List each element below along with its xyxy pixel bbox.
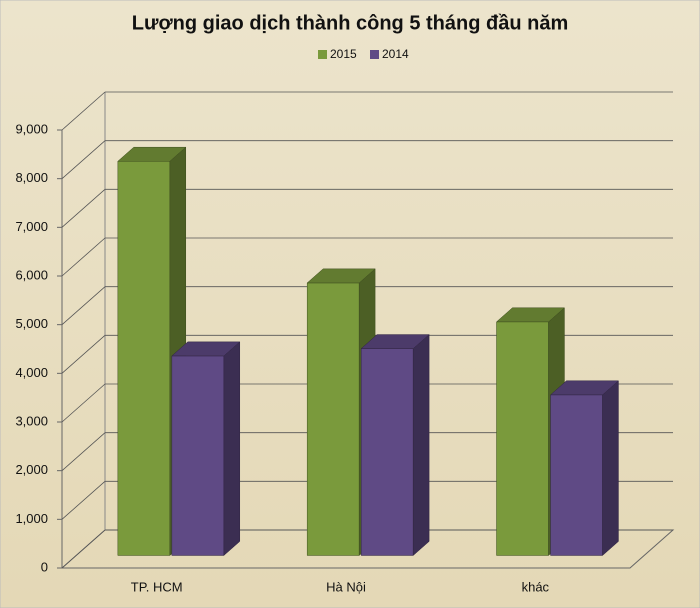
bar-front: [496, 321, 549, 556]
bar-top: [495, 307, 566, 323]
grid-line: [61, 335, 106, 374]
y-tick-label: 1,000: [15, 511, 48, 526]
grid-line: [61, 286, 106, 325]
grid-line: [61, 91, 106, 131]
bar-front: [171, 355, 225, 556]
y-tick-label: 3,000: [15, 413, 48, 428]
bar: [360, 334, 430, 557]
y-tick-label: 0: [41, 559, 48, 574]
legend-label: 2014: [382, 47, 409, 61]
y-tick-label: 8,000: [15, 170, 48, 185]
bar-front: [360, 348, 414, 556]
bar-top: [306, 268, 376, 284]
bar-side: [602, 380, 619, 557]
bar-front: [117, 161, 171, 556]
bar-top: [549, 380, 620, 396]
bar-front: [550, 394, 603, 556]
bar-top: [171, 341, 241, 357]
bar-side: [412, 334, 430, 557]
y-tick-label: 5,000: [15, 316, 48, 331]
grid-line: [61, 189, 106, 228]
y-tick-label: 2,000: [15, 462, 48, 477]
x-tick-label: TP. HCM: [131, 579, 183, 594]
bar-top: [117, 146, 187, 162]
bar-top: [360, 334, 430, 349]
y-tick-label: 7,000: [15, 219, 48, 234]
x-tick-label: khác: [522, 579, 550, 594]
bar-side: [223, 341, 241, 557]
grid-line: [61, 140, 106, 179]
bar: [549, 380, 620, 557]
grid-line: [61, 529, 106, 569]
y-tick-label: 9,000: [15, 121, 48, 136]
chart-title: Lượng giao dịch thành công 5 tháng đầu n…: [132, 12, 568, 34]
legend-swatch: [370, 50, 379, 59]
legend-label: 2015: [330, 47, 357, 61]
bar-front: [306, 282, 360, 556]
grid-line: [61, 432, 106, 471]
y-tick-label: 4,000: [15, 365, 48, 380]
x-tick-label: Hà Nội: [326, 579, 366, 594]
grid-line: [61, 383, 106, 423]
grid-line: [61, 237, 106, 277]
y-tick-label: 6,000: [15, 267, 48, 282]
bar: [171, 341, 241, 557]
legend-swatch: [318, 50, 327, 59]
grid-line: [61, 481, 106, 520]
